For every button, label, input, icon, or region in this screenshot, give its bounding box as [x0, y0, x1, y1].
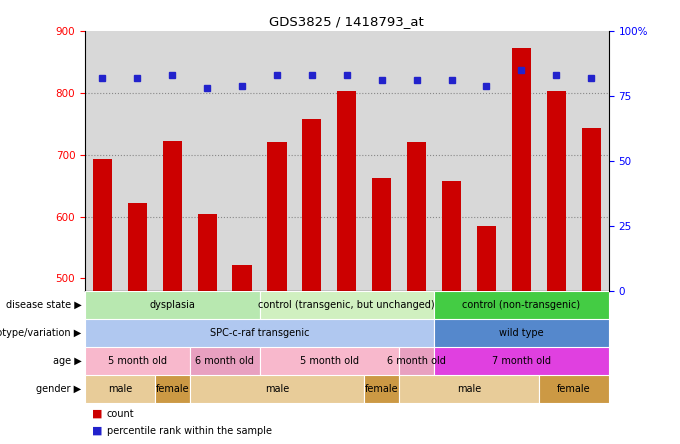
- Bar: [547, 91, 566, 291]
- Bar: [337, 91, 356, 291]
- Bar: [190, 347, 260, 375]
- Text: male: male: [265, 384, 289, 394]
- Bar: [294, 31, 329, 291]
- Text: 6 month old: 6 month old: [387, 356, 446, 366]
- Bar: [260, 31, 294, 291]
- Text: 6 month old: 6 month old: [195, 356, 254, 366]
- Bar: [267, 143, 286, 291]
- Text: count: count: [107, 409, 135, 419]
- Bar: [155, 375, 190, 403]
- Bar: [574, 31, 609, 291]
- Bar: [128, 203, 147, 291]
- Bar: [407, 143, 426, 291]
- Text: genotype/variation ▶: genotype/variation ▶: [0, 328, 82, 338]
- Bar: [469, 31, 504, 291]
- Text: 5 month old: 5 month old: [300, 356, 359, 366]
- Bar: [85, 375, 155, 403]
- Bar: [155, 31, 190, 291]
- Bar: [539, 31, 574, 291]
- Bar: [233, 265, 252, 291]
- Text: 7 month old: 7 month old: [492, 356, 551, 366]
- Text: age ▶: age ▶: [53, 356, 82, 366]
- Bar: [434, 31, 469, 291]
- Bar: [260, 291, 434, 319]
- Bar: [93, 159, 112, 291]
- Bar: [399, 31, 434, 291]
- Text: female: female: [557, 384, 590, 394]
- Bar: [442, 181, 461, 291]
- Bar: [434, 347, 609, 375]
- Bar: [581, 128, 600, 291]
- Bar: [303, 119, 322, 291]
- Bar: [198, 214, 217, 291]
- Bar: [372, 178, 391, 291]
- Bar: [190, 375, 364, 403]
- Bar: [329, 31, 364, 291]
- Text: gender ▶: gender ▶: [37, 384, 82, 394]
- Text: wild type: wild type: [499, 328, 543, 338]
- Text: control (non-transgenic): control (non-transgenic): [462, 300, 581, 310]
- Bar: [434, 319, 609, 347]
- Bar: [512, 48, 531, 291]
- Bar: [85, 347, 190, 375]
- Bar: [399, 375, 539, 403]
- Bar: [224, 31, 260, 291]
- Bar: [85, 31, 120, 291]
- Bar: [85, 319, 434, 347]
- Text: ■: ■: [92, 409, 102, 419]
- Bar: [364, 31, 399, 291]
- Bar: [504, 31, 539, 291]
- Bar: [539, 375, 609, 403]
- Title: GDS3825 / 1418793_at: GDS3825 / 1418793_at: [269, 16, 424, 28]
- Bar: [434, 291, 609, 319]
- Bar: [260, 347, 399, 375]
- Text: female: female: [156, 384, 189, 394]
- Bar: [163, 141, 182, 291]
- Text: control (transgenic, but unchanged): control (transgenic, but unchanged): [258, 300, 435, 310]
- Bar: [120, 31, 155, 291]
- Text: male: male: [457, 384, 481, 394]
- Text: percentile rank within the sample: percentile rank within the sample: [107, 426, 272, 436]
- Text: SPC-c-raf transgenic: SPC-c-raf transgenic: [210, 328, 309, 338]
- Text: 5 month old: 5 month old: [108, 356, 167, 366]
- Text: dysplasia: dysplasia: [150, 300, 195, 310]
- Text: female: female: [365, 384, 398, 394]
- Bar: [477, 226, 496, 291]
- Bar: [399, 347, 434, 375]
- Bar: [364, 375, 399, 403]
- Text: ■: ■: [92, 426, 102, 436]
- Bar: [85, 291, 260, 319]
- Text: disease state ▶: disease state ▶: [6, 300, 82, 310]
- Bar: [190, 31, 224, 291]
- Text: male: male: [108, 384, 132, 394]
